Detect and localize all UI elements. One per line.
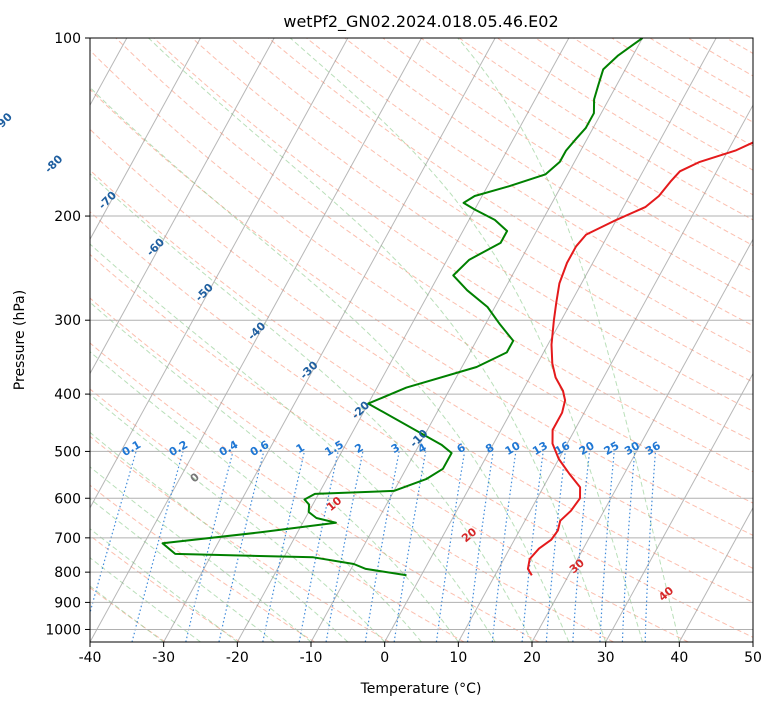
moist-adiabat-line [289,38,643,642]
y-tick-label: 300 [54,313,81,329]
x-tick-label: 40 [670,650,688,666]
dry-adiabat-line [90,88,753,536]
moist-adiabat-line [90,528,238,642]
x-tick-label: 10 [449,650,467,666]
temperature-line [526,141,753,576]
mixing-ratio-line [218,451,265,642]
dry-adiabat-line [90,587,166,642]
y-tick-label: 100 [54,31,81,47]
y-tick-label: 600 [54,491,81,507]
y-tick-label: 500 [54,444,81,460]
isotherm-line [457,104,753,642]
dry-adiabat-line [344,38,753,299]
y-tick-label: 800 [54,565,81,581]
moist-adiabat-line [457,38,680,642]
dry-adiabat-line [229,38,753,383]
dry-adiabat-line [90,49,753,504]
profile-lines [161,38,753,577]
isotherm-line [90,38,275,375]
x-axis-label: Temperature (°C) [360,681,482,697]
dry-adiabat-line [115,38,753,473]
moist-adiabat-line [148,38,607,642]
dry-adiabat-line [90,169,753,603]
moist-adiabat-line [90,431,349,642]
dry-adiabat-line [90,297,614,642]
x-tick-label: -20 [226,650,249,666]
mixing-ratio-line [393,451,427,642]
isotherm-line [678,506,753,642]
mixing-ratio-line [521,451,544,642]
pressure-gridlines [90,38,753,630]
moist-adiabat-line [90,466,312,642]
y-axis-label: Pressure (hPa) [12,290,28,390]
x-tick-label: -30 [152,650,175,666]
dry-adiabat-line [90,253,689,642]
isotherm-line [90,38,201,241]
isotherm-line [605,372,753,642]
x-tick-label: 20 [523,650,541,666]
dry-adiabat-line [90,342,540,642]
moist-adiabat-line [90,86,570,642]
y-tick-label: 400 [54,387,81,403]
mixing-ratio-line [90,451,137,615]
dry-adiabat-line [90,535,241,642]
dry-adiabat-line [90,388,465,642]
mixing-ratio-line [491,451,517,642]
isotherm-line [236,38,570,642]
background-lines [90,38,753,642]
mixing-ratio-line [435,451,466,642]
moist-adiabat-line [90,393,386,642]
mixing-ratio-line [545,451,566,642]
plot-frame [89,37,754,643]
isotherm-line [90,38,349,509]
isotherm-line [531,238,753,642]
dry-adiabat-line [90,435,390,642]
isotherm-line [163,38,496,642]
dry-adiabat-line [306,38,753,327]
mixing-ratio-line [131,451,184,642]
mixing-ratio-line [466,451,494,642]
moist-adiabat-line [90,351,422,642]
axis-ticks: -40 -30 -20 -10 0 10 20 30 40 50 100 200 300 400 500 60… [45,31,762,666]
moist-adiabat-line [90,301,459,642]
y-tick-label: 200 [54,209,81,225]
x-tick-label: 50 [744,650,762,666]
y-tick-label: 700 [54,531,81,547]
x-tick-label: 0 [380,650,389,666]
y-tick-label: 1000 [45,622,81,638]
dewpoint-line [161,38,644,577]
x-tick-label: -10 [300,650,323,666]
isotherm-line [310,38,643,642]
dry-adiabat-line [268,38,753,355]
y-tick-label: 900 [54,595,81,611]
isotherm-line [90,38,422,642]
x-tick-label: 30 [597,650,615,666]
isotherm-line [384,38,717,642]
plot-area [90,38,753,642]
moist-adiabat-line [90,243,496,642]
x-tick-label: -40 [79,650,102,666]
mixing-ratio-line [185,451,234,642]
chart-title: wetPf2_GN02.2024.018.05.46.E02 [283,12,558,32]
